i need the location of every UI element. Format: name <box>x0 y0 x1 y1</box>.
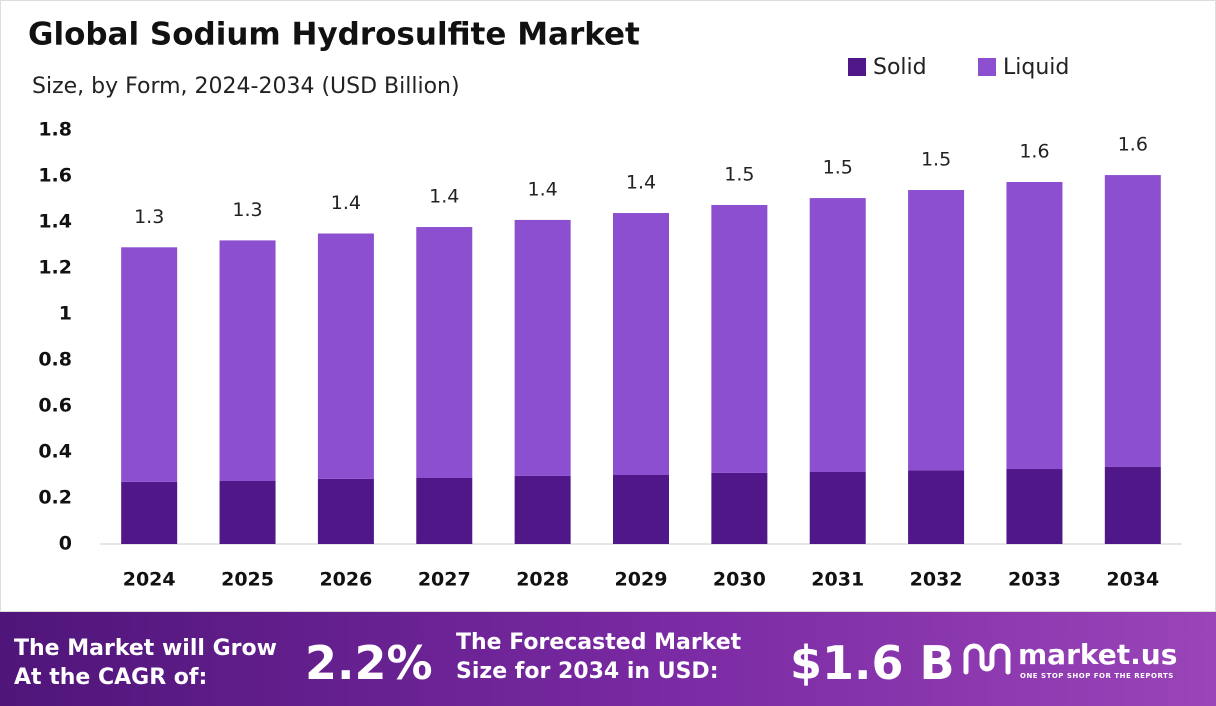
stack-label: 1.3 <box>232 199 262 221</box>
bar-segment <box>613 213 669 475</box>
y-tick-label: 0.6 <box>38 395 72 417</box>
bar-segment <box>1104 466 1161 544</box>
x-tick-label: 2030 <box>713 569 766 591</box>
x-tick-label: 2033 <box>1008 569 1061 591</box>
bar-segment <box>416 227 473 478</box>
forecast-value: $1.6 B <box>790 636 955 690</box>
chart: Global Sodium Hydrosulfite Market Size, … <box>0 0 1216 612</box>
bar-segment <box>711 472 768 544</box>
x-tick-label: 2028 <box>516 569 569 591</box>
bar-segment <box>416 477 473 544</box>
legend-swatch <box>978 58 996 76</box>
y-tick-label: 1 <box>59 303 72 325</box>
x-tick-label: 2025 <box>221 569 274 591</box>
y-tick-label: 0.2 <box>38 487 72 509</box>
stack-label: 1.4 <box>528 178 558 200</box>
legend-label: Solid <box>873 55 927 80</box>
bar-segment <box>809 198 866 473</box>
y-tick-label: 0.4 <box>38 441 72 463</box>
bar-segment <box>1006 181 1063 470</box>
stack-label: 1.6 <box>1019 140 1049 162</box>
bar-segment <box>219 240 276 481</box>
bar-segment <box>908 190 965 471</box>
stack-label: 1.4 <box>331 192 361 214</box>
x-tick-label: 2024 <box>123 569 176 591</box>
y-tick-label: 1.4 <box>38 211 72 233</box>
cagr-text: The Market will Grow At the CAGR of: <box>14 636 277 690</box>
bar-segment <box>121 247 178 482</box>
tagline: ONE STOP SHOP FOR THE REPORTS <box>1020 672 1174 680</box>
bar-segment <box>317 478 374 544</box>
legend-label: Liquid <box>1003 55 1069 80</box>
chart-subtitle: Size, by Form, 2024-2034 (USD Billion) <box>32 74 460 99</box>
y-tick-label: 0 <box>59 533 72 555</box>
bar-segment <box>1006 469 1063 544</box>
legend-swatch <box>848 58 866 76</box>
chart-title: Global Sodium Hydrosulfite Market <box>28 17 640 53</box>
bar-segment <box>219 480 276 544</box>
bar-segment <box>121 481 178 544</box>
stack-label: 1.5 <box>823 157 853 179</box>
stack-label: 1.4 <box>626 172 656 194</box>
footer-banner: The Market will Grow At the CAGR of: 2.2… <box>0 612 1216 706</box>
bar-segment <box>514 475 571 544</box>
stack-label: 1.6 <box>1118 134 1148 156</box>
bar-segment <box>1104 175 1161 467</box>
y-tick-label: 1.6 <box>38 165 72 187</box>
x-tick-label: 2029 <box>615 569 668 591</box>
y-tick-label: 1.2 <box>38 257 72 279</box>
forecast-text: The Forecasted Market Size for 2034 in U… <box>456 630 742 684</box>
stack-label: 1.5 <box>921 149 951 171</box>
cagr-value: 2.2% <box>305 636 433 690</box>
x-tick-label: 2031 <box>811 569 864 591</box>
bar-segment <box>317 233 374 479</box>
bar-segment <box>809 472 866 544</box>
x-tick-label: 2027 <box>418 569 471 591</box>
bar-segment <box>908 470 965 544</box>
bar-segment <box>613 475 669 544</box>
stack-label: 1.3 <box>134 206 164 228</box>
bar-segment <box>711 204 768 473</box>
y-tick-label: 0.8 <box>38 349 72 371</box>
stack-label: 1.5 <box>724 163 754 185</box>
x-tick-label: 2026 <box>319 569 372 591</box>
x-tick-label: 2034 <box>1106 569 1159 591</box>
brand-logo <box>963 643 1011 675</box>
y-tick-label: 1.8 <box>38 119 72 141</box>
bar-segment <box>514 219 571 476</box>
x-tick-label: 2032 <box>910 569 963 591</box>
stack-label: 1.4 <box>429 186 459 208</box>
brand: market.us <box>1018 638 1178 671</box>
